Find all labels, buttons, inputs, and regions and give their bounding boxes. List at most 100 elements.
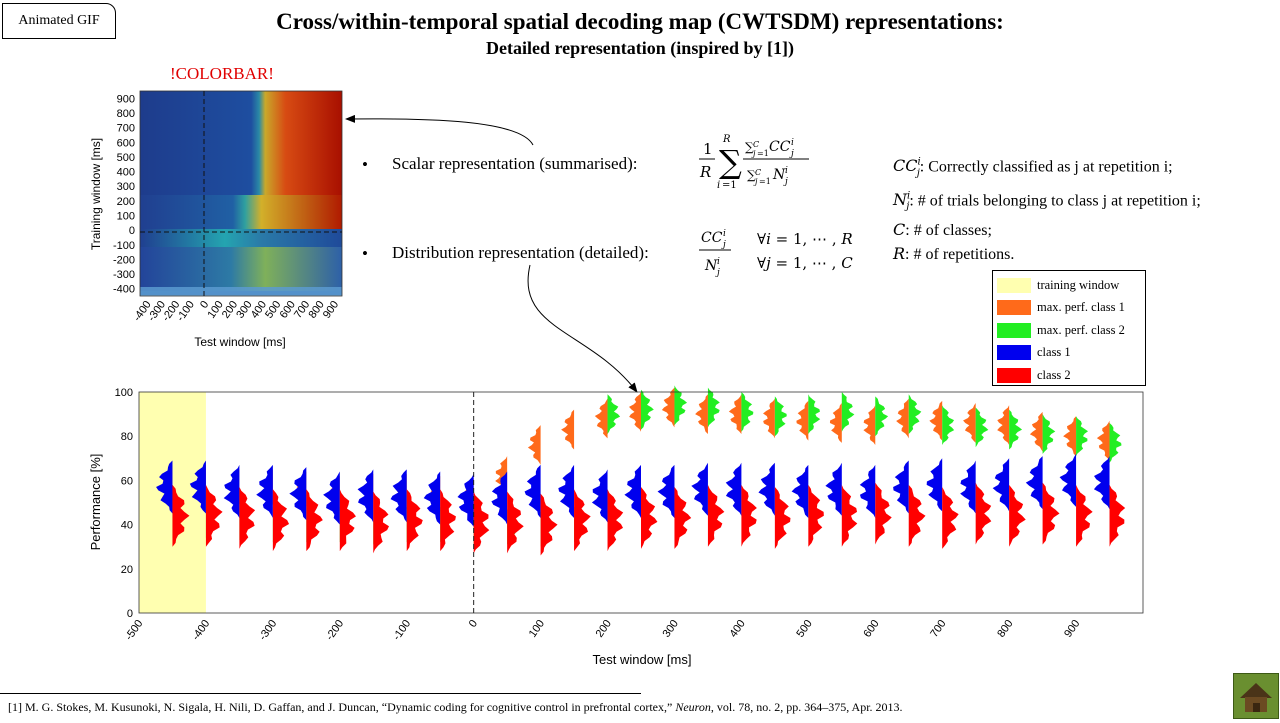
- animated-gif-button[interactable]: Animated GIF: [2, 3, 116, 39]
- violin-maxperf-class2: [942, 405, 955, 446]
- violin-class1: [491, 471, 508, 525]
- violin-x-tick-label: 900: [1062, 618, 1082, 640]
- violin-y-tick-label: 0: [127, 608, 133, 620]
- svg-text:j: j: [789, 149, 794, 159]
- violin-class1: [791, 464, 809, 518]
- violin-maxperf-class1: [661, 387, 675, 428]
- violin-class1: [323, 471, 340, 525]
- violin-maxperf-class1: [796, 400, 809, 441]
- svg-text:j: j: [721, 240, 726, 250]
- violin-x-tick-label: 500: [794, 618, 814, 640]
- violin-class2: [574, 489, 591, 552]
- violin-maxperf-class1: [527, 425, 541, 465]
- violin-maxperf-class1: [695, 394, 708, 434]
- violin-class2: [306, 489, 323, 552]
- home-button[interactable]: [1233, 673, 1279, 719]
- violin-maxperf-class1: [896, 398, 909, 439]
- chart-frame: [138, 391, 1144, 614]
- violin-class2: [1109, 484, 1126, 547]
- violin-class2: [440, 489, 456, 552]
- violin-class2: [741, 484, 757, 547]
- violin-class2: [339, 489, 356, 552]
- violin-class2: [707, 484, 725, 547]
- heatmap-y-tick-label: 100: [117, 210, 135, 222]
- arrow-to-heatmap: [345, 114, 534, 146]
- violin-class2: [239, 487, 256, 549]
- bullet-dot: •: [362, 155, 368, 174]
- heatmap-y-tick-label: 500: [117, 152, 135, 164]
- violin-maxperf-class1: [1096, 420, 1110, 461]
- legend-item-training-window: training window: [993, 274, 1145, 297]
- violin-class1: [223, 464, 240, 518]
- violin-class1: [691, 462, 708, 516]
- violin-y-tick-label: 60: [121, 475, 133, 487]
- violin-maxperf-class1: [997, 405, 1010, 446]
- violin-maxperf-class2: [875, 396, 889, 437]
- heatmap-y-tick-label: 300: [117, 181, 135, 193]
- violin-class2: [908, 484, 926, 547]
- heatmap-y-tick-label: 900: [117, 93, 135, 105]
- violin-class1: [289, 467, 307, 521]
- footnote-divider: [0, 693, 641, 694]
- violin-class2: [841, 484, 858, 547]
- bullet-dot: •: [362, 244, 368, 263]
- violin-x-tick-label: 200: [594, 618, 614, 640]
- svg-text:j: j: [751, 149, 756, 158]
- violin-class2: [473, 491, 490, 554]
- violin-y-tick-label: 80: [121, 431, 133, 443]
- heatmap-y-tick-label: 0: [129, 225, 135, 237]
- violin-class1: [624, 464, 641, 518]
- violin-class2: [272, 489, 290, 552]
- heatmap-y-tick-label: -400: [113, 284, 135, 296]
- definition-c: C: # of classes;: [893, 220, 992, 240]
- violin-class1: [156, 460, 173, 514]
- violin-class1: [524, 464, 541, 518]
- heatmap-y-tick-label: -300: [113, 269, 135, 281]
- violin-class1: [960, 460, 976, 514]
- legend-item-maxperf-class1: max. perf. class 1: [993, 297, 1145, 320]
- definition-n: Nij: # of trials belonging to class j at…: [893, 189, 1201, 213]
- violin-class2: [875, 482, 892, 545]
- violin-class2: [1042, 482, 1060, 545]
- violin-class2: [975, 482, 992, 545]
- violin-x-tick-label: -100: [391, 618, 413, 643]
- violin-class2: [808, 484, 824, 547]
- violin-class1: [725, 462, 742, 516]
- heatmap-y-tick-label: 200: [117, 196, 135, 208]
- violin-maxperf-class2: [1009, 409, 1023, 450]
- violin-class1: [825, 462, 842, 516]
- heatmap-y-tick-label: 600: [117, 137, 135, 149]
- cwtsdm-heatmap: 900 800 700 600 500 400 300 200 100 0 -100 -200 -300…: [89, 90, 343, 349]
- scalar-bullet: Scalar representation (summarised):: [392, 154, 638, 173]
- svg-text:∑: ∑: [747, 168, 756, 182]
- svg-text:j: j: [715, 268, 720, 278]
- violin-class2: [607, 489, 624, 552]
- violin-class1: [357, 469, 374, 523]
- violin-maxperf-class1: [963, 403, 976, 443]
- violin-x-tick-label: 600: [861, 618, 881, 640]
- violin-x-axis-label: Test window [ms]: [593, 652, 692, 667]
- legend-item-maxperf-class2: max. perf. class 2: [993, 319, 1145, 342]
- svg-text:=1: =1: [757, 149, 769, 158]
- heatmap-y-tick-label: -100: [113, 240, 135, 252]
- footnote-reference: [1] M. G. Stokes, M. Kusunoki, N. Sigala…: [8, 700, 903, 714]
- svg-text:CC: CC: [701, 230, 723, 246]
- violin-x-tick-label: -300: [257, 618, 279, 643]
- svg-text:1: 1: [703, 140, 713, 158]
- violin-class2: [674, 487, 692, 549]
- violin-class1: [1059, 453, 1077, 507]
- violin-class1: [423, 471, 441, 525]
- distribution-bullet: Distribution representation (detailed):: [392, 243, 649, 262]
- violin-maxperf-class2: [1076, 416, 1089, 457]
- violin-class2: [507, 491, 524, 554]
- definition-r: R: # of repetitions.: [893, 244, 1015, 264]
- svg-text:R: R: [722, 134, 731, 145]
- heatmap-y-tick-label: 800: [117, 108, 135, 120]
- violin-maxperf-class1: [1063, 416, 1077, 457]
- heatmap-y-axis-label: Training window [ms]: [89, 138, 103, 250]
- violin-y-axis-label: Performance [%]: [88, 454, 103, 551]
- violin-class1: [390, 469, 407, 523]
- heatmap-x-axis-label: Test window [ms]: [194, 335, 285, 349]
- violin-x-tick-label: -200: [324, 618, 346, 643]
